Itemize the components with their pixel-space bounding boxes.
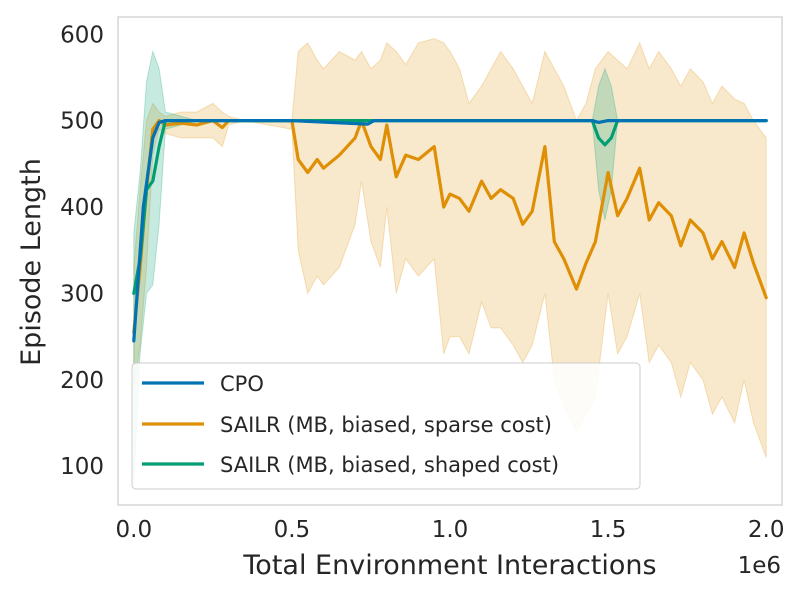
line-series-0 [132,118,768,343]
line-series-1 [132,118,768,334]
y-axis-title: Episode Length [16,158,47,366]
legend: CPO SAILR (MB, biased, sparse cost) SAIL… [131,362,641,490]
legend-label-shaped: SAILR (MB, biased, shaped cost) [220,453,559,477]
plot-frame [117,16,783,506]
series-lines [132,118,768,343]
y-tick-label: 100 [60,454,104,480]
y-tick-label: 400 [60,195,104,221]
y-tick-label: 200 [60,368,104,394]
x-tick-label: 2.0 [748,517,785,543]
y-axis-ticks: 100 200 300 400 500 600 [60,22,104,480]
y-tick-label: 500 [60,109,104,135]
y-tick-label: 600 [60,22,104,48]
x-tick-label: 0.5 [274,517,311,543]
x-offset-label: 1e6 [738,553,781,579]
x-tick-label: 1.0 [432,517,469,543]
legend-box [131,362,641,490]
x-tick-label: 0.0 [116,517,153,543]
x-axis-ticks: 0.0 0.5 1.0 1.5 2.0 [116,517,785,543]
y-tick-label: 300 [60,281,104,307]
legend-label-cpo: CPO [220,372,264,396]
x-tick-label: 1.5 [590,517,627,543]
legend-label-sparse: SAILR (MB, biased, sparse cost) [220,413,552,437]
x-axis-title: Total Environment Interactions [242,550,656,581]
